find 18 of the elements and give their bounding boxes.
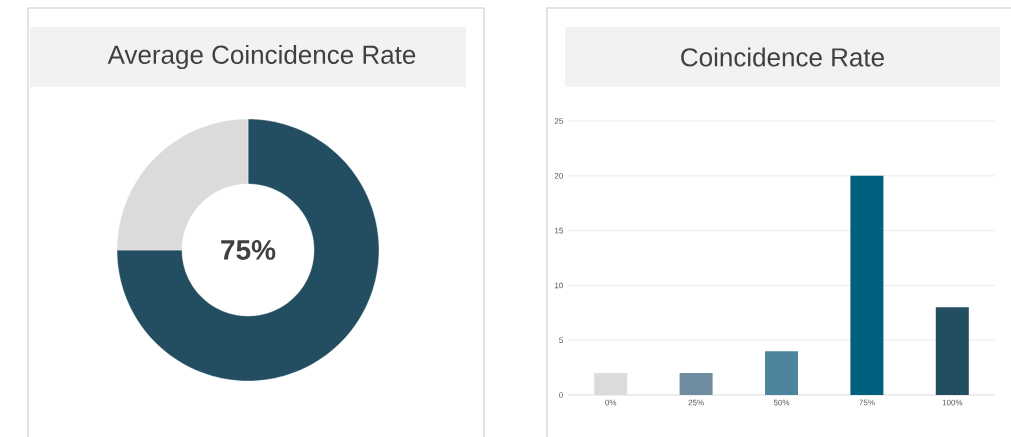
x-tick-label: 75%	[859, 399, 875, 406]
text: 75%	[221, 240, 276, 260]
bar	[850, 175, 884, 395]
x-tick-label: 50%	[773, 399, 790, 406]
bar	[679, 373, 713, 395]
x-tick-label: 100%	[942, 399, 963, 406]
y-tick-label: 20	[554, 172, 563, 179]
y-tick-label: 25	[554, 118, 563, 124]
y-tick-label: 0	[559, 392, 563, 398]
x-tick-label: 25%	[688, 399, 704, 406]
chart-title: Average Coincidence Rate	[107, 44, 416, 70]
bar	[935, 307, 969, 395]
y-tick-label: 15	[555, 227, 563, 234]
y-tick-label: 10	[555, 282, 563, 289]
y-tick-label: 5	[559, 337, 563, 343]
bar	[765, 351, 798, 395]
chart-title: Coincidence Rate	[681, 47, 884, 67]
x-tick-label: 0%	[605, 399, 617, 406]
